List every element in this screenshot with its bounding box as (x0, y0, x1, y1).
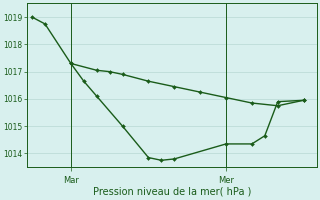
X-axis label: Pression niveau de la mer( hPa ): Pression niveau de la mer( hPa ) (92, 187, 251, 197)
